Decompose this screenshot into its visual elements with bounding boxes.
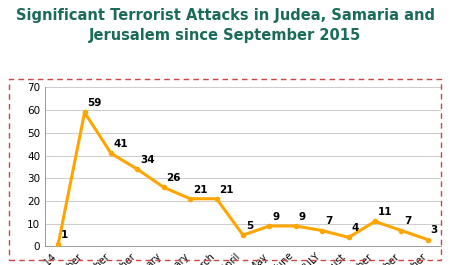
Text: 11: 11 <box>378 207 392 217</box>
Text: Significant Terrorist Attacks in Judea, Samaria and
Jerusalem since September 20: Significant Terrorist Attacks in Judea, … <box>15 8 435 43</box>
Text: 9: 9 <box>299 212 306 222</box>
Text: 1: 1 <box>61 230 68 240</box>
Text: 9: 9 <box>272 212 279 222</box>
Text: 3: 3 <box>431 226 438 236</box>
Text: 26: 26 <box>166 173 181 183</box>
Text: 4: 4 <box>351 223 359 233</box>
Text: 21: 21 <box>220 185 234 195</box>
Text: 7: 7 <box>404 217 412 226</box>
Text: 7: 7 <box>325 217 333 226</box>
Text: 59: 59 <box>87 98 102 108</box>
Text: 5: 5 <box>246 221 253 231</box>
Text: 41: 41 <box>114 139 128 149</box>
Text: 21: 21 <box>193 185 207 195</box>
Text: 34: 34 <box>140 155 155 165</box>
